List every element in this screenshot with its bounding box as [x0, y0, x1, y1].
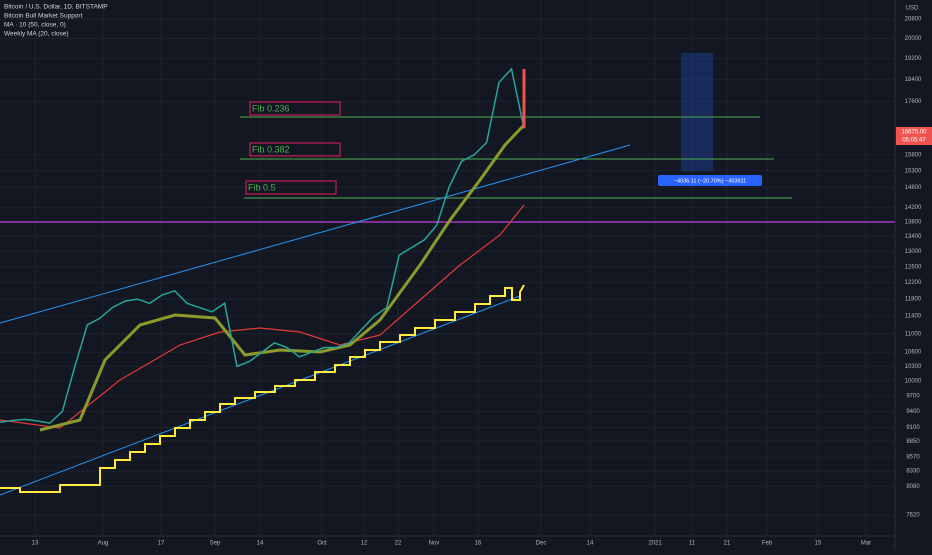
y-tick-label: 11400	[905, 314, 922, 320]
y-tick-label: 12600	[905, 264, 922, 270]
y-tick-label: 8080	[906, 484, 920, 490]
x-tick-label: Sep	[210, 541, 221, 547]
x-tick-label: Feb	[762, 541, 773, 547]
y-tick-label: 20800	[905, 17, 922, 23]
y-tick-label: 15300	[905, 168, 922, 174]
measure-box	[681, 53, 713, 171]
weekly-ma	[0, 284, 525, 493]
x-tick-label: 14	[587, 541, 594, 547]
x-tick-label: Oct	[317, 541, 327, 547]
y-tick-label: 13400	[905, 234, 922, 240]
x-tick-label: Nov	[429, 541, 440, 547]
ma-line	[0, 204, 525, 429]
x-tick-label: 2021	[648, 541, 662, 547]
x-tick-label: 11	[689, 541, 696, 547]
x-tick-label: Mar	[861, 541, 871, 547]
y-tick-label: 15800	[905, 152, 922, 158]
last-price: 16675.00	[901, 130, 927, 136]
fib-label: Fib 0.5	[248, 182, 276, 192]
y-tick-label: 8850	[906, 439, 920, 445]
y-tick-label: 12200	[905, 280, 922, 286]
x-tick-label: 15	[815, 541, 822, 547]
y-tick-label: 11000	[905, 331, 922, 337]
x-tick-label: 22	[395, 541, 402, 547]
price-line	[0, 67, 525, 424]
y-tick-label: 10000	[905, 378, 922, 384]
y-tick-label: 19200	[905, 56, 922, 62]
y-tick-label: 20000	[905, 36, 922, 42]
x-tick-label: Dec	[536, 541, 547, 547]
y-tick-label: 9100	[906, 425, 920, 431]
y-tick-label: 13000	[905, 249, 922, 255]
x-tick-label: Aug	[98, 541, 109, 547]
x-tick-label: 13	[32, 541, 39, 547]
fib-box	[249, 142, 341, 157]
measure-label: −4036.11 (−20.70%) −403611	[674, 178, 746, 184]
price-tag	[896, 127, 932, 145]
measure-tag	[658, 175, 762, 186]
x-tick-label: 21	[724, 541, 731, 547]
countdown: 05:05:47	[902, 138, 926, 144]
y-tick-label: 8330	[906, 469, 920, 475]
y-tick-label: 10600	[905, 350, 922, 356]
y-tick-label: 14200	[905, 205, 922, 211]
indicator: Bitcoin Bull Market Support	[4, 13, 83, 20]
y-tick-label: 10300	[905, 364, 922, 370]
y-tick-label: 9400	[906, 409, 920, 415]
ma-ribbon	[39, 123, 526, 432]
y-tick-label: 18400	[905, 77, 922, 83]
symbol: Bitcoin / U.S. Dollar, 1D, BITSTAMP	[4, 4, 108, 11]
x-tick-label: 14	[257, 541, 264, 547]
y-tick-label: 17600	[905, 99, 922, 105]
x-tick-label: 12	[361, 541, 368, 547]
fib-box	[245, 180, 337, 195]
y-tick-label: 14800	[905, 185, 922, 191]
y-tick-label: 13800	[905, 219, 922, 225]
y-tick-label: 7620	[906, 513, 920, 519]
trend-line	[0, 144, 631, 324]
indicator: MA · 10 (50, close, 0)	[4, 22, 66, 29]
trend-line	[0, 295, 521, 496]
y-tick-label: 9700	[906, 394, 920, 400]
fib-label: Fib 0.382	[252, 144, 290, 154]
x-tick-label: 16	[475, 541, 482, 547]
x-tick-label: 17	[158, 541, 165, 547]
fib-box	[249, 101, 341, 116]
y-tick-label: 8570	[906, 455, 920, 461]
currency: USD	[906, 6, 919, 12]
indicator: Weekly MA (20, close)	[4, 31, 69, 38]
fib-label: Fib 0.236	[252, 103, 290, 113]
y-tick-label: 11800	[905, 297, 922, 303]
